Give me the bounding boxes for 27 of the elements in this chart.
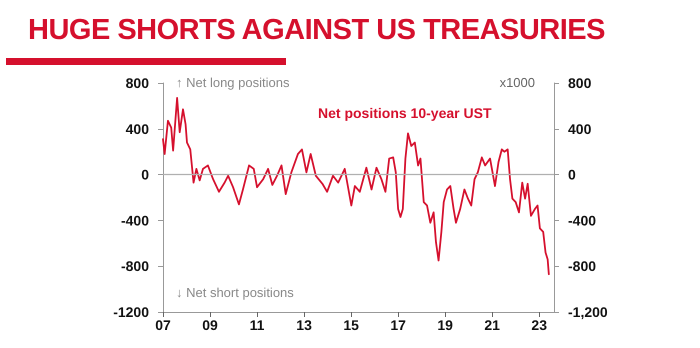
y2-tick-label: 400 (568, 120, 592, 137)
x-tick-label: 07 (155, 317, 171, 333)
y-tick-label: 0 (141, 166, 150, 183)
y2-tick-label: 0 (568, 166, 576, 183)
annotation: ↑ Net long positions (176, 75, 290, 90)
y2-tick-label: -1,200 (568, 304, 608, 320)
y2-tick-label: -800 (568, 258, 596, 274)
x-tick-label: 11 (250, 317, 265, 333)
series-label: Net positions 10-year UST (318, 105, 492, 121)
y2-tick-label: -400 (568, 212, 596, 228)
annotation: x1000 (500, 75, 535, 90)
y-tick-label: -1200 (113, 304, 150, 320)
y-tick-label: 400 (126, 120, 150, 137)
y-tick-label: -800 (120, 258, 150, 274)
x-tick-label: 21 (484, 317, 500, 333)
x-tick-label: 19 (437, 317, 454, 333)
x-tick-label: 13 (296, 317, 312, 333)
x-tick-label: 15 (343, 317, 360, 333)
x-tick-label: 09 (202, 317, 218, 333)
annotation: ↓ Net short positions (176, 285, 294, 300)
y-tick-label: -400 (120, 212, 150, 228)
x-tick-label: 17 (390, 317, 406, 333)
y-tick-label: 800 (126, 75, 150, 91)
x-tick-label: 23 (531, 317, 548, 333)
y2-tick-label: 800 (568, 75, 592, 91)
line-series (162, 96, 550, 276)
chart-title: HUGE SHORTS AGAINST US TREASURIES (28, 14, 605, 47)
